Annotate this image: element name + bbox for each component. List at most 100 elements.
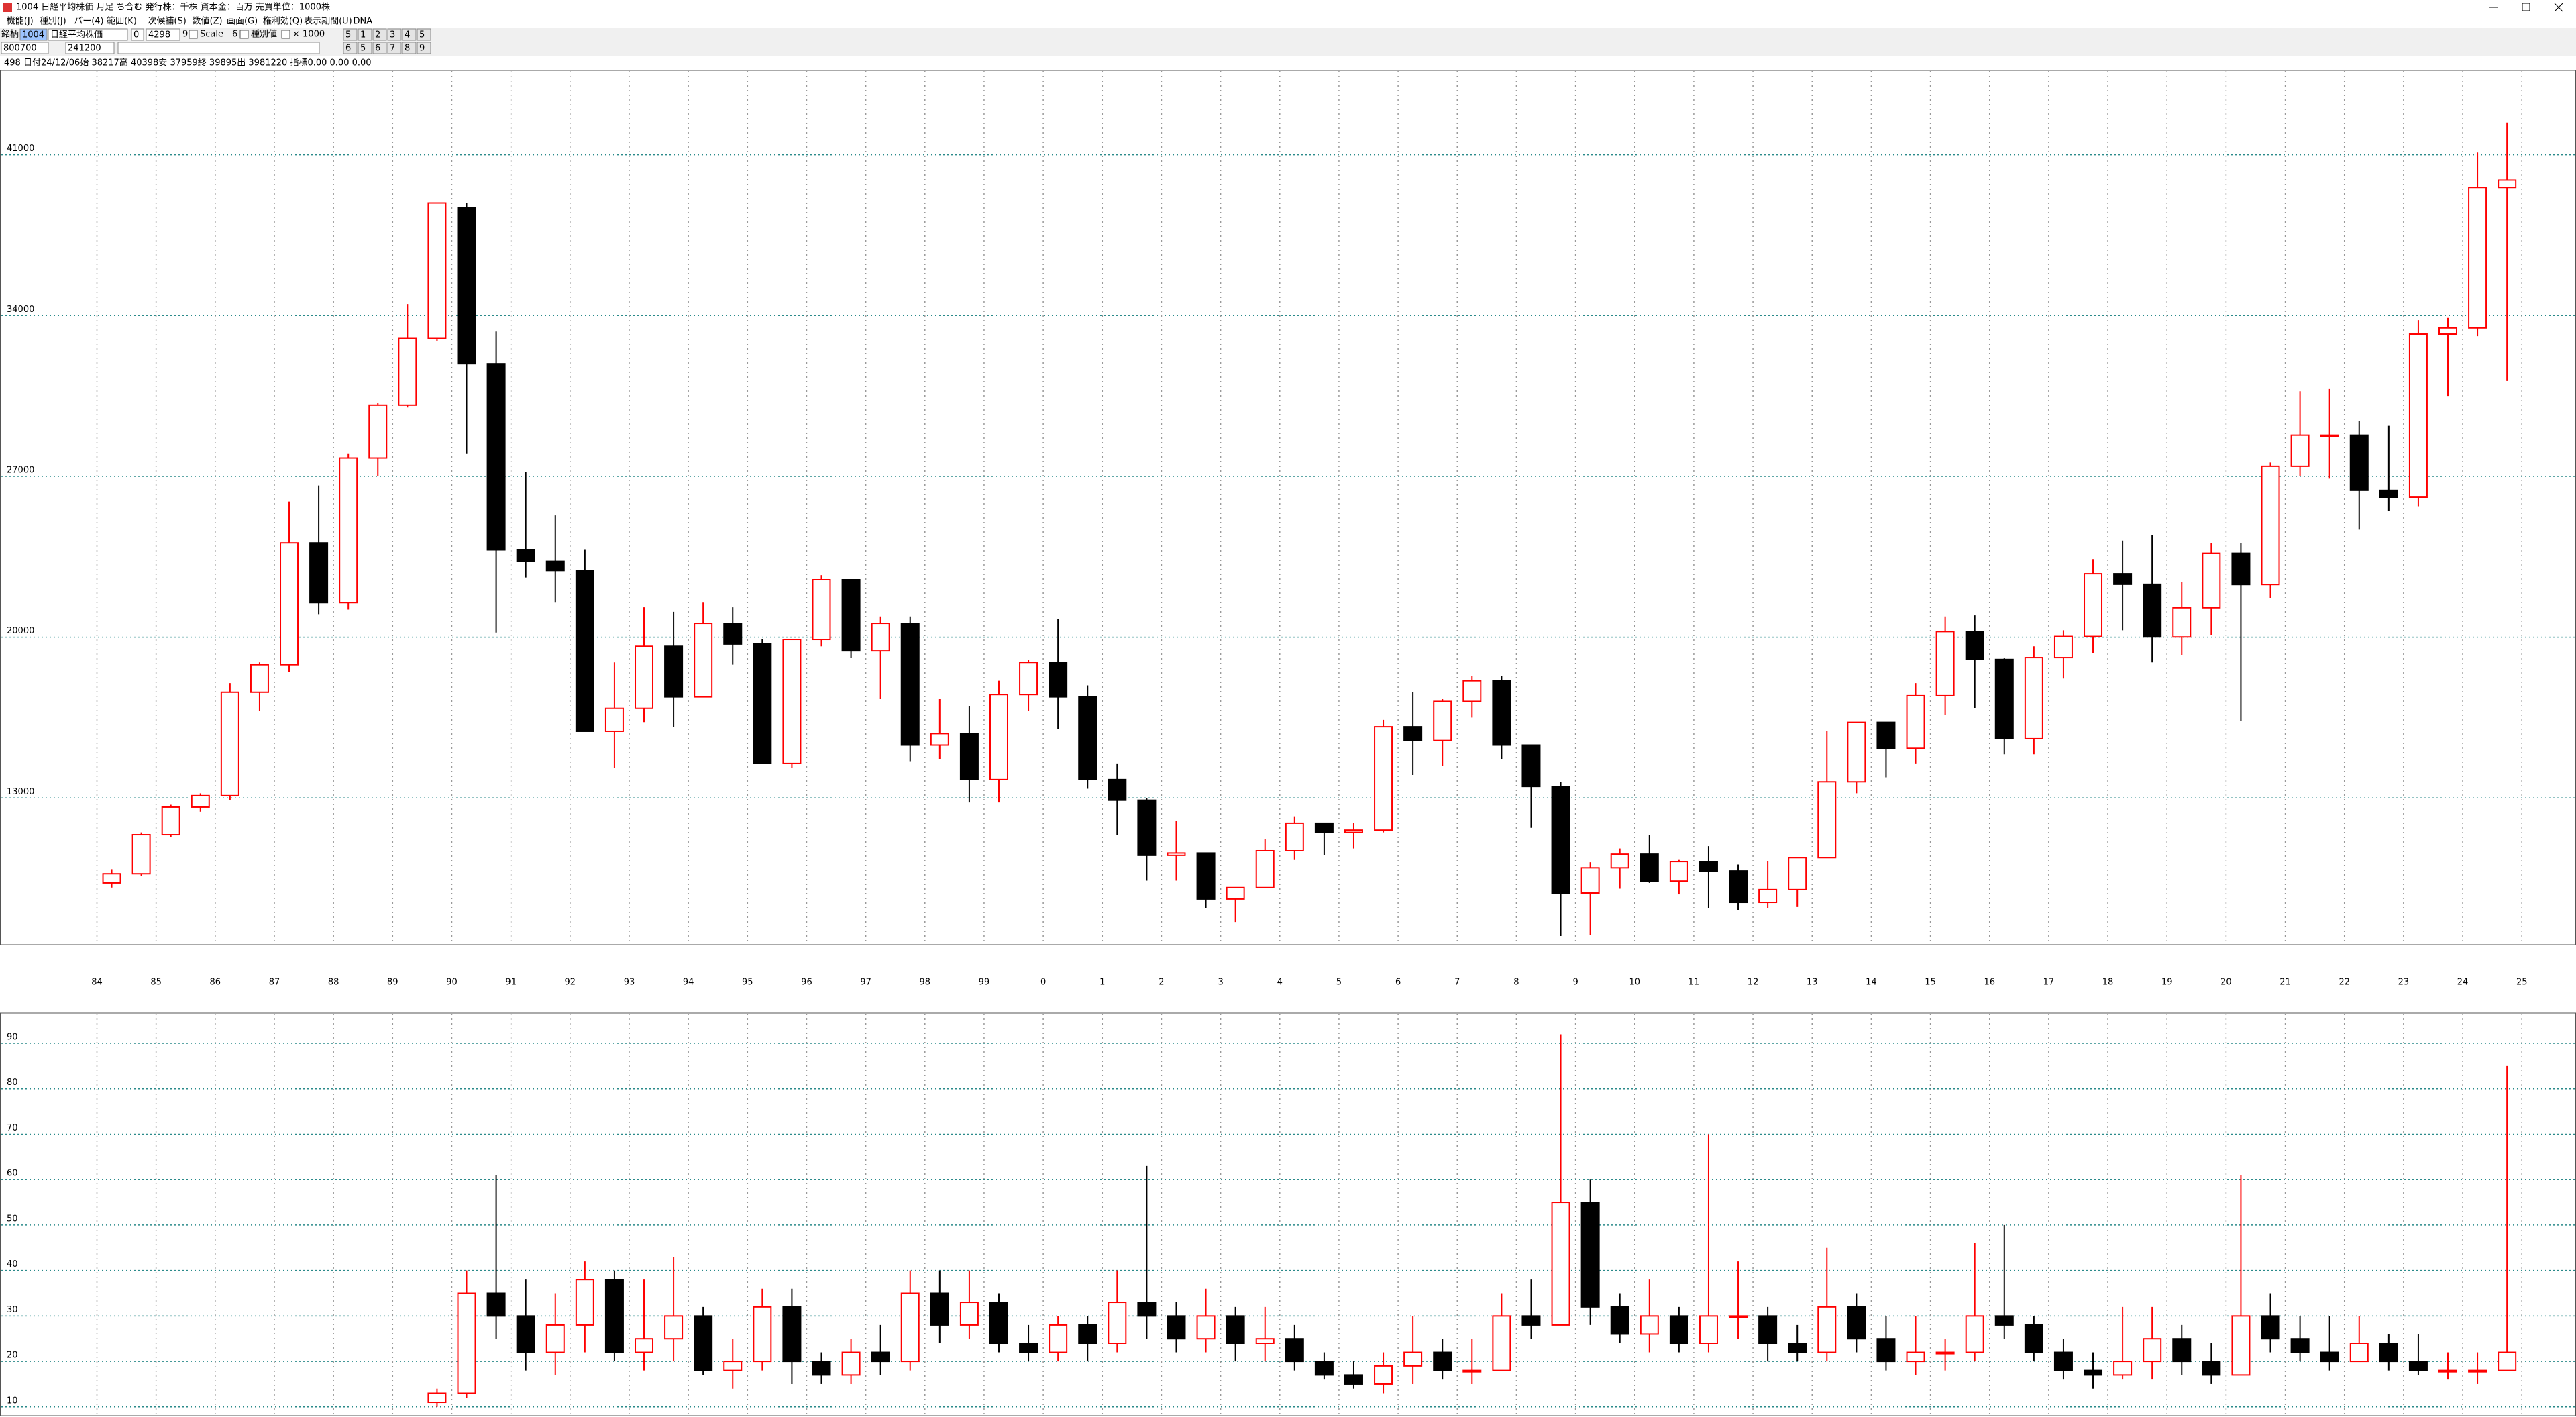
code-field[interactable] — [19, 28, 48, 41]
menu-item[interactable]: DNA — [354, 17, 373, 27]
candle-body — [1019, 1342, 1038, 1353]
candle-body — [1521, 1315, 1541, 1326]
candle-body — [1640, 853, 1659, 882]
candle-body — [2053, 635, 2073, 659]
tool-button[interactable] — [343, 28, 358, 41]
candle-body — [220, 691, 239, 796]
candle-body — [694, 623, 713, 698]
tool-button[interactable] — [387, 42, 402, 54]
x-tick-label: 3 — [1218, 978, 1223, 988]
candle-body — [1935, 1351, 1955, 1355]
menu-item[interactable]: 次候補(S) — [148, 16, 186, 27]
close-button[interactable] — [2554, 3, 2563, 12]
app-icon — [3, 3, 12, 12]
x-tick-label: 90 — [446, 978, 458, 988]
x-tick-label: 18 — [2102, 978, 2114, 988]
candle-body — [2290, 434, 2310, 467]
tool-button[interactable] — [372, 28, 387, 41]
candle-body — [1196, 1315, 1216, 1340]
tool-button[interactable] — [417, 28, 431, 41]
candle-body — [1758, 888, 1778, 904]
tool-button[interactable] — [402, 42, 417, 54]
field-1[interactable] — [131, 28, 144, 41]
candle-body — [1108, 1302, 1127, 1344]
menu-item[interactable]: 権利効(Q) — [263, 16, 303, 27]
menu-item[interactable]: 機能(J) — [7, 17, 34, 27]
menu-item[interactable]: 範囲(K) — [107, 17, 137, 27]
candle-body — [1285, 822, 1304, 851]
candle-body — [516, 549, 535, 562]
candle-body — [486, 363, 506, 551]
candle-body — [457, 207, 476, 365]
candle-body — [1403, 1351, 1423, 1367]
scale-check[interactable] — [189, 30, 198, 39]
multiplier: × 1000 — [292, 30, 325, 40]
end-field[interactable] — [65, 42, 115, 54]
y-tick-label: 13000 — [7, 787, 34, 797]
field-2[interactable] — [146, 28, 180, 41]
tool-button-text: 5 — [345, 30, 351, 40]
candle-body — [1049, 1324, 1068, 1353]
candle-body — [2113, 573, 2133, 585]
x-tick-label: 85 — [150, 978, 162, 988]
tool-button[interactable] — [387, 28, 402, 41]
candle-body — [2024, 1324, 2043, 1353]
x-tick-label: 99 — [979, 978, 990, 988]
y-tick-label: 70 — [7, 1123, 18, 1133]
candle-body — [2143, 583, 2162, 638]
name-field[interactable] — [48, 28, 128, 41]
y-tick-label: 27000 — [7, 465, 34, 475]
menu-item[interactable]: 種別(J) — [40, 16, 66, 27]
candle-body — [2349, 434, 2369, 491]
x-tick-label: 97 — [860, 978, 871, 988]
menu-item[interactable]: 数値(Z) — [193, 16, 223, 27]
candle-body — [782, 1306, 802, 1363]
tool-button[interactable] — [358, 42, 372, 54]
candle-body — [1344, 829, 1363, 833]
field-3: 9 — [182, 30, 188, 40]
tool-button-text: 9 — [419, 44, 425, 54]
menu-item[interactable]: 画面(G) — [227, 17, 258, 27]
end-field-text: 241200 — [68, 44, 101, 54]
candle-body — [1196, 852, 1216, 900]
candle-body — [2084, 1369, 2103, 1376]
candle-body — [1462, 680, 1482, 702]
candle-body — [2349, 1342, 2369, 1363]
candle-body — [1758, 1315, 1778, 1344]
menu-item[interactable]: 表示期間(U) — [304, 17, 352, 27]
x-tick-label: 91 — [505, 978, 517, 988]
x-tick-label: 92 — [565, 978, 576, 988]
x-tick-label: 20 — [2220, 978, 2232, 988]
tool-button[interactable] — [402, 28, 417, 41]
candle-body — [1965, 1315, 1984, 1353]
menu-item[interactable]: バー(4) — [74, 17, 103, 27]
y-tick-label: 50 — [7, 1214, 18, 1224]
candle-body — [2261, 1315, 2280, 1340]
tool-button[interactable] — [372, 42, 387, 54]
candle-body — [1462, 1369, 1482, 1373]
kind-label: 種別値 — [251, 29, 277, 40]
tool-button[interactable] — [343, 42, 358, 54]
candle-body — [1935, 631, 1955, 696]
candle-body — [1314, 1361, 1334, 1376]
tool-button[interactable] — [417, 42, 431, 54]
candle-body — [131, 834, 151, 875]
candle-body — [486, 1292, 506, 1317]
candle-body — [1167, 1315, 1186, 1340]
candle-body — [871, 623, 890, 652]
candle-body — [1640, 1315, 1659, 1335]
candle-body — [635, 645, 654, 709]
y-tick-label: 20000 — [7, 626, 34, 636]
mult-check[interactable] — [281, 30, 290, 39]
maximize-button[interactable] — [2522, 3, 2530, 11]
tool-button[interactable] — [358, 28, 372, 41]
y-tick-label: 10 — [7, 1396, 18, 1406]
candle-body — [1551, 1202, 1570, 1326]
start-field[interactable] — [1, 42, 49, 54]
candle-body — [1433, 700, 1452, 741]
scroll-bar[interactable] — [117, 42, 320, 54]
kind-check[interactable] — [239, 30, 249, 39]
candle-body — [1403, 726, 1423, 741]
x-tick-label: 98 — [920, 978, 931, 988]
tool-button-text: 1 — [360, 30, 366, 40]
